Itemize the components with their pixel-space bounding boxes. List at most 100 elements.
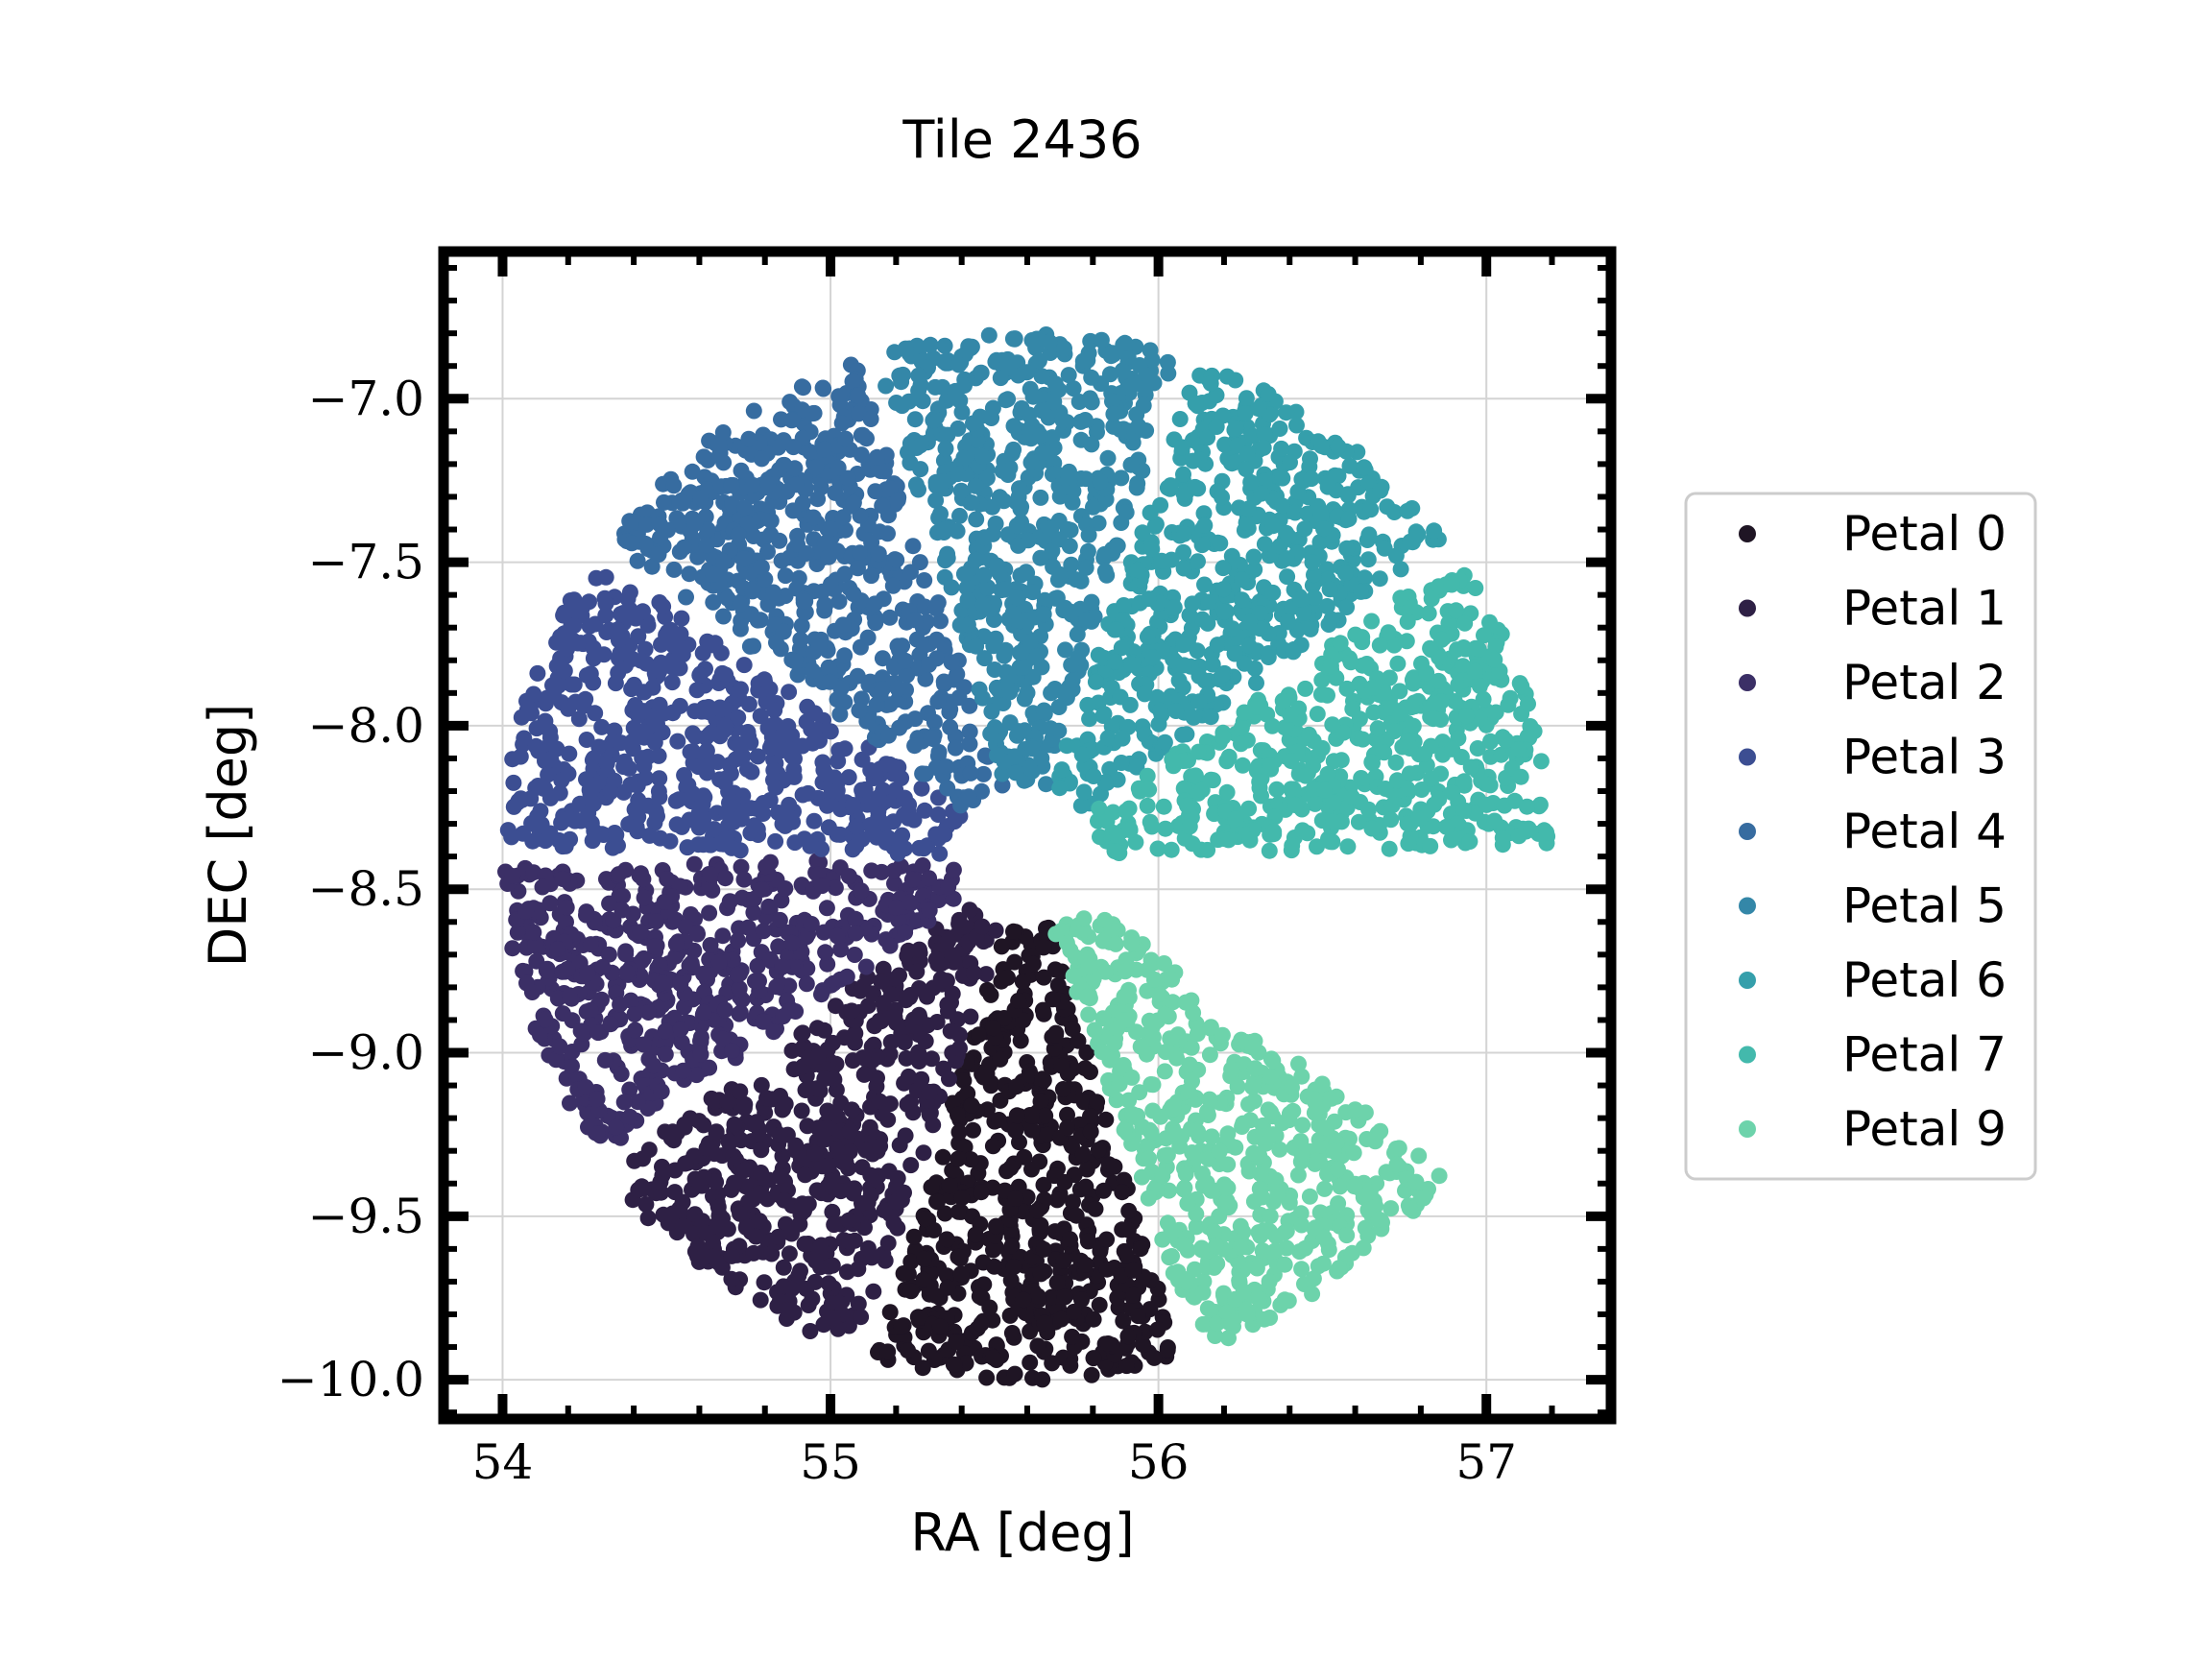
data-point [641, 827, 659, 844]
data-point [1300, 726, 1317, 743]
data-point [1380, 624, 1397, 641]
data-point [1274, 1115, 1291, 1132]
data-point [793, 617, 810, 635]
data-point [1512, 768, 1529, 785]
data-point [1261, 1273, 1278, 1290]
data-point [1086, 1022, 1103, 1039]
data-point [955, 565, 973, 583]
data-point [859, 629, 877, 646]
chart-title: Tile 2436 [902, 109, 1142, 170]
data-point [1141, 590, 1158, 608]
data-point [1142, 813, 1159, 830]
data-point [1233, 735, 1249, 753]
data-point [1022, 1354, 1039, 1371]
data-point [1117, 963, 1134, 980]
data-point [570, 710, 588, 728]
data-point [751, 1213, 768, 1230]
data-point [1195, 505, 1213, 522]
data-point [767, 779, 784, 796]
data-point [529, 664, 546, 682]
data-point [561, 745, 578, 762]
data-point [1359, 1201, 1377, 1218]
data-point [1330, 1161, 1346, 1178]
data-point [1184, 595, 1201, 613]
data-point [792, 631, 809, 648]
data-point [888, 899, 905, 916]
data-point [1063, 556, 1080, 573]
data-point [902, 1283, 920, 1300]
data-point [1356, 459, 1373, 476]
data-point [805, 812, 823, 830]
data-point [1330, 438, 1347, 455]
data-point [1078, 612, 1095, 628]
data-point [639, 1004, 657, 1021]
data-point [914, 857, 931, 874]
data-point [1083, 1366, 1100, 1383]
data-point [554, 1005, 571, 1022]
data-point [633, 952, 650, 970]
data-point [672, 625, 689, 642]
data-point [793, 1025, 810, 1043]
data-point [971, 1026, 987, 1044]
data-point [1081, 710, 1098, 728]
data-point [719, 589, 736, 607]
data-point [691, 666, 709, 684]
data-point [1212, 535, 1229, 552]
data-point [1262, 1069, 1280, 1085]
data-point [743, 763, 760, 781]
data-point [822, 723, 839, 740]
data-point [643, 558, 661, 575]
data-point [843, 1101, 860, 1118]
data-point [1339, 487, 1357, 504]
data-point [950, 1203, 967, 1220]
data-point [1016, 659, 1033, 676]
data-point [946, 1356, 963, 1373]
data-point [1287, 797, 1305, 814]
data-point [870, 545, 887, 563]
data-point [774, 815, 791, 832]
data-point [1163, 551, 1180, 568]
data-point [639, 1210, 657, 1227]
data-point [889, 492, 906, 509]
data-point [1032, 427, 1049, 445]
data-point [836, 565, 854, 583]
data-point [1274, 497, 1290, 515]
data-point [1297, 680, 1314, 697]
data-point [844, 373, 861, 390]
data-point [953, 403, 971, 421]
data-point [829, 927, 846, 945]
data-point [618, 964, 636, 981]
data-point [761, 792, 779, 808]
data-point [1090, 515, 1107, 532]
data-point [1206, 1223, 1222, 1240]
data-point [1538, 824, 1555, 841]
data-point [1314, 1206, 1332, 1223]
data-point [753, 1076, 770, 1094]
data-point [897, 924, 914, 941]
data-point [593, 718, 611, 735]
data-point [978, 469, 996, 487]
data-point [582, 936, 599, 953]
data-point [1139, 1137, 1156, 1154]
data-point [759, 719, 777, 736]
data-point [838, 968, 855, 985]
data-point [1246, 561, 1263, 578]
data-point [1256, 472, 1273, 490]
data-point [613, 734, 630, 752]
data-point [1201, 1046, 1218, 1064]
data-point [1357, 569, 1373, 587]
data-point [730, 526, 747, 543]
data-point [1149, 840, 1166, 857]
data-point [1341, 1130, 1358, 1147]
data-point [677, 1155, 694, 1172]
data-point [1309, 1152, 1326, 1169]
data-point [1196, 576, 1213, 593]
data-point [732, 595, 749, 613]
data-point [879, 1235, 897, 1252]
data-point [989, 747, 1005, 764]
data-point [906, 411, 924, 428]
data-point [1236, 704, 1253, 721]
data-point [971, 681, 988, 698]
data-point [1306, 589, 1323, 606]
data-point [608, 1118, 625, 1136]
